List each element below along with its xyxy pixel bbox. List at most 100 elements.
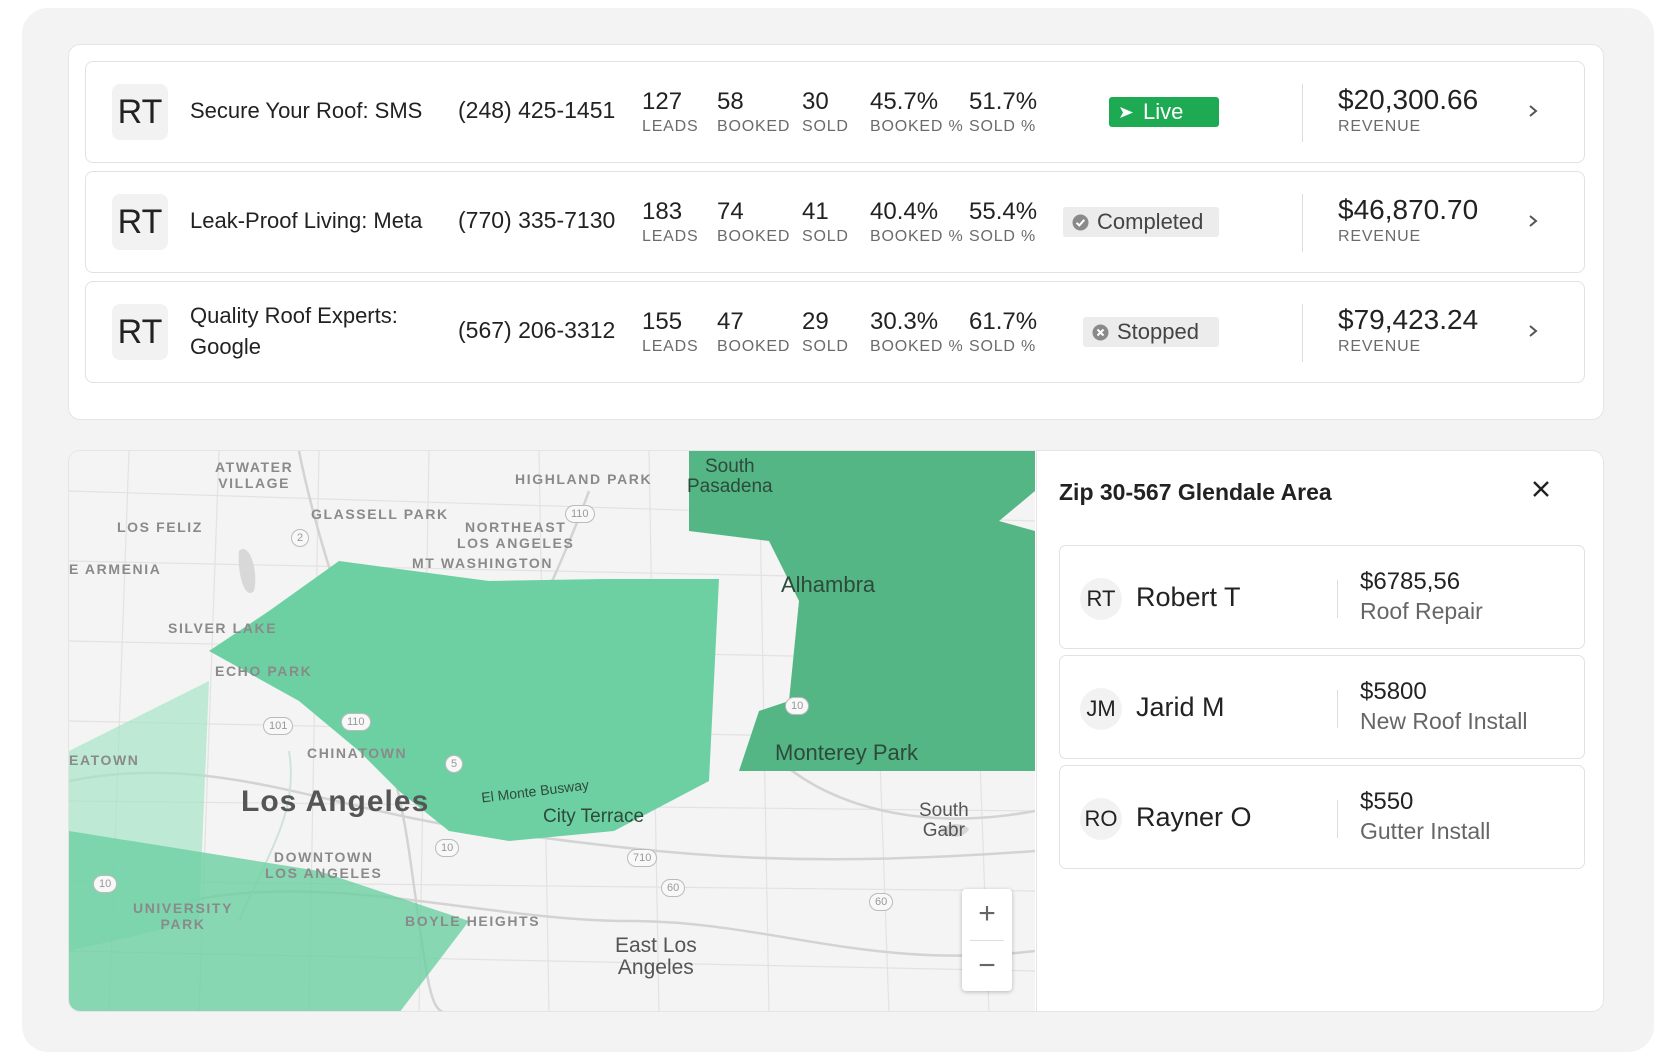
- area-title: Zip 30-567 Glendale Area: [1059, 479, 1332, 505]
- map-place-label: HIGHLAND PARK: [515, 471, 653, 487]
- lead-name: Robert T: [1136, 582, 1241, 612]
- lead-name: Rayner O: [1136, 802, 1252, 832]
- campaign-phone: (770) 335-7130: [458, 207, 616, 233]
- map-city-label: South Pasadena: [687, 456, 773, 497]
- booked-pct-stat: 30.3% BOOKED %: [870, 308, 964, 355]
- lead-amount: $6785,56: [1360, 568, 1461, 595]
- campaign-row[interactable]: RT Leak-Proof Living: Meta (770) 335-713…: [85, 171, 1585, 273]
- sold-stat: 41 SOLD: [802, 198, 849, 245]
- highway-shield: 2: [291, 529, 310, 547]
- avatar: RO: [1080, 798, 1122, 840]
- map-city-label: South Gabr: [919, 800, 969, 841]
- highway-shield: 101: [263, 717, 294, 735]
- play-icon: [1120, 107, 1133, 118]
- highway-shield: 5: [445, 755, 464, 773]
- booked-pct-stat: 40.4% BOOKED %: [870, 198, 964, 245]
- sold-stat: 30 SOLD: [802, 88, 849, 135]
- x-circle-icon: [1092, 324, 1109, 341]
- row-divider: [1302, 304, 1303, 362]
- booked-stat: 58 BOOKED: [717, 88, 791, 135]
- revenue-stat: $79,423.24 REVENUE: [1338, 304, 1479, 355]
- chevron-right-icon[interactable]: [1526, 99, 1540, 123]
- lead-divider: [1337, 800, 1338, 838]
- zoom-out-button[interactable]: −: [978, 949, 996, 982]
- map-basemap: [69, 451, 1035, 1011]
- lead-divider: [1337, 690, 1338, 728]
- map-city-label: City Terrace: [543, 806, 645, 827]
- map-place-label: SILVER LAKE: [168, 620, 278, 636]
- sold-pct-stat: 55.4% SOLD %: [969, 198, 1038, 245]
- map-place-label: LOS FELIZ: [117, 519, 203, 535]
- service-region-southwest: [69, 831, 469, 1011]
- sold-pct-stat: 51.7% SOLD %: [969, 88, 1038, 135]
- highway-shield: 110: [565, 505, 595, 523]
- map-place-label: MT WASHINGTON: [412, 555, 554, 571]
- revenue-stat: $20,300.66 REVENUE: [1338, 84, 1479, 135]
- highway-shield: 110: [341, 713, 371, 731]
- service-region-central: [209, 561, 719, 841]
- avatar: RT: [1080, 578, 1122, 620]
- service-region-east: [689, 451, 1035, 771]
- highway-shield: 10: [435, 839, 460, 857]
- campaign-avatar: RT: [112, 194, 168, 250]
- map-place-label: GLASSELL PARK: [311, 506, 449, 522]
- highway-shield: 60: [869, 893, 894, 911]
- revenue-stat: $46,870.70 REVENUE: [1338, 194, 1479, 245]
- lead-amount: $5800: [1360, 678, 1427, 705]
- status-badge-stopped: Stopped: [1083, 317, 1219, 347]
- lead-card[interactable]: RT Robert T $6785,56 Roof Repair: [1059, 545, 1585, 649]
- status-badge-completed: Completed: [1063, 207, 1219, 237]
- row-divider: [1302, 84, 1303, 142]
- zoom-controls: + −: [962, 889, 1012, 991]
- booked-stat: 47 BOOKED: [717, 308, 791, 355]
- leads-stat: 127 LEADS: [642, 88, 699, 135]
- map-place-label: BOYLE HEIGHTS: [405, 913, 541, 929]
- map-place-label: ECHO PARK: [215, 663, 313, 679]
- check-circle-icon: [1072, 214, 1089, 231]
- booked-stat: 74 BOOKED: [717, 198, 791, 245]
- map-place-label: CHINATOWN: [307, 745, 408, 761]
- chevron-right-icon[interactable]: [1526, 209, 1540, 233]
- campaigns-panel: RT Secure Your Roof: SMS (248) 425-1451 …: [68, 44, 1604, 420]
- highway-shield: 10: [785, 697, 810, 715]
- map-place-label: UNIVERSITY PARK: [133, 900, 234, 932]
- lead-service: New Roof Install: [1360, 708, 1528, 734]
- lead-divider: [1337, 580, 1338, 618]
- campaign-phone: (248) 425-1451: [458, 97, 616, 123]
- map-place-label: ATWATER VILLAGE: [215, 459, 294, 491]
- campaign-name: Quality Roof Experts: Google: [190, 303, 398, 359]
- zoom-divider: [970, 940, 1004, 941]
- area-detail-panel: Zip 30-567 Glendale Area RT Robert T $67…: [1036, 451, 1603, 1011]
- campaign-row[interactable]: RT Quality Roof Experts: Google (567) 20…: [85, 281, 1585, 383]
- avatar: JM: [1080, 688, 1122, 730]
- map-place-label: E ARMENIA: [69, 561, 162, 577]
- map-place-label: DOWNTOWN LOS ANGELES: [265, 849, 383, 881]
- map-place-label: NORTHEAST LOS ANGELES: [457, 519, 575, 551]
- map-panel: ATWATER VILLAGE HIGHLAND PARK LOS FELIZ …: [68, 450, 1604, 1012]
- map-city-label: Monterey Park: [775, 740, 919, 765]
- highway-shield: 10: [93, 875, 118, 893]
- highway-shield: 60: [661, 879, 686, 897]
- map-city-label: East Los Angeles: [615, 934, 697, 979]
- map-city-label: Los Angeles: [241, 785, 430, 818]
- map-view[interactable]: ATWATER VILLAGE HIGHLAND PARK LOS FELIZ …: [69, 451, 1035, 1011]
- highway-shield: 710: [627, 849, 658, 867]
- map-city-label: Alhambra: [781, 572, 876, 597]
- lead-name: Jarid M: [1136, 692, 1225, 722]
- campaign-name: Secure Your Roof: SMS: [190, 98, 423, 123]
- leads-stat: 183 LEADS: [642, 198, 699, 245]
- zoom-in-button[interactable]: +: [978, 897, 996, 930]
- lead-amount: $550: [1360, 788, 1414, 815]
- lead-service: Gutter Install: [1360, 818, 1491, 844]
- leads-stat: 155 LEADS: [642, 308, 699, 355]
- chevron-right-icon[interactable]: [1526, 319, 1540, 343]
- booked-pct-stat: 45.7% BOOKED %: [870, 88, 964, 135]
- lead-card[interactable]: JM Jarid M $5800 New Roof Install: [1059, 655, 1585, 759]
- lead-card[interactable]: RO Rayner O $550 Gutter Install: [1059, 765, 1585, 869]
- campaign-avatar: RT: [112, 304, 168, 360]
- map-place-label: EATOWN: [69, 752, 140, 768]
- campaign-row[interactable]: RT Secure Your Roof: SMS (248) 425-1451 …: [85, 61, 1585, 163]
- row-divider: [1302, 194, 1303, 252]
- close-icon[interactable]: [1529, 477, 1553, 501]
- sold-stat: 29 SOLD: [802, 308, 849, 355]
